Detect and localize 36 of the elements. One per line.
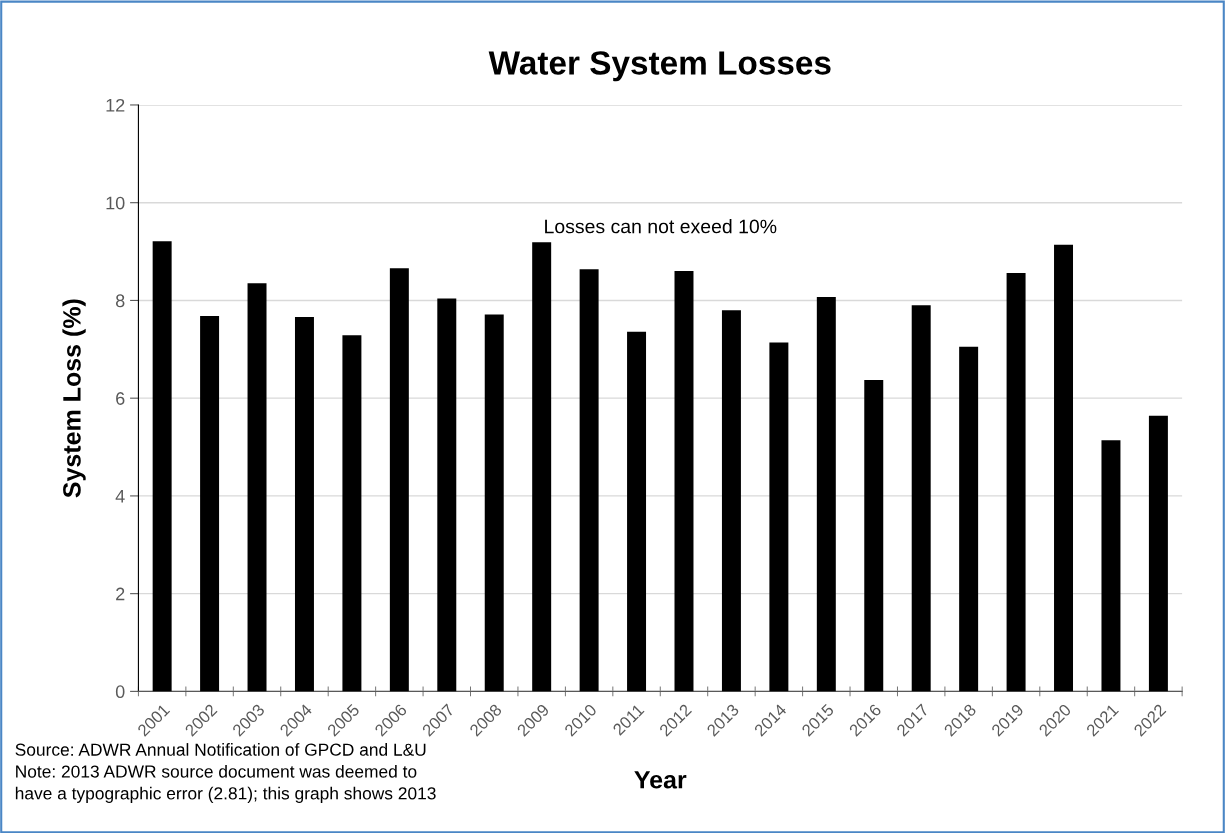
- bar: [579, 269, 599, 692]
- bar: [769, 342, 789, 692]
- bar: [864, 380, 884, 692]
- bar: [627, 331, 647, 692]
- chart-title: Water System Losses: [488, 51, 831, 82]
- text: Note: 2013 ADWR source document was deemed to: [16, 764, 417, 778]
- bar: [484, 314, 504, 692]
- y-tick-label: 10: [106, 196, 125, 210]
- y-tick-label: 2: [116, 587, 125, 601]
- bar: [1101, 440, 1121, 692]
- y-tick-label: 4: [115, 490, 125, 503]
- bar: [674, 271, 694, 692]
- bar: [532, 242, 552, 692]
- bar: [1006, 273, 1026, 692]
- y-tick-label: 8: [115, 294, 125, 308]
- y-tick-label: 0: [115, 685, 125, 699]
- bar: [294, 317, 314, 692]
- y-tick-label: 6: [116, 392, 125, 405]
- bar: [816, 297, 836, 692]
- y-tick-label: 12: [106, 98, 125, 112]
- bar: [1054, 244, 1074, 692]
- bar: [247, 283, 267, 692]
- y-axis-title: System Loss (%): [62, 299, 86, 498]
- text: have a typographic error (2.81); this graph shows 2013: [15, 786, 436, 803]
- x-axis-title: Year: [634, 771, 687, 789]
- bar: [152, 241, 172, 692]
- bar: [721, 310, 741, 692]
- bar: [389, 268, 409, 692]
- source-note: Source: ADWR Annual Notification of GPCD and L&U: [15, 743, 426, 756]
- bar: [959, 346, 979, 692]
- bar: [1148, 415, 1168, 692]
- bar: [911, 305, 931, 692]
- bar: [342, 335, 362, 692]
- bar: [437, 298, 457, 692]
- bar: [200, 316, 220, 692]
- annotation: Losses can not exeed 10%: [545, 219, 777, 234]
